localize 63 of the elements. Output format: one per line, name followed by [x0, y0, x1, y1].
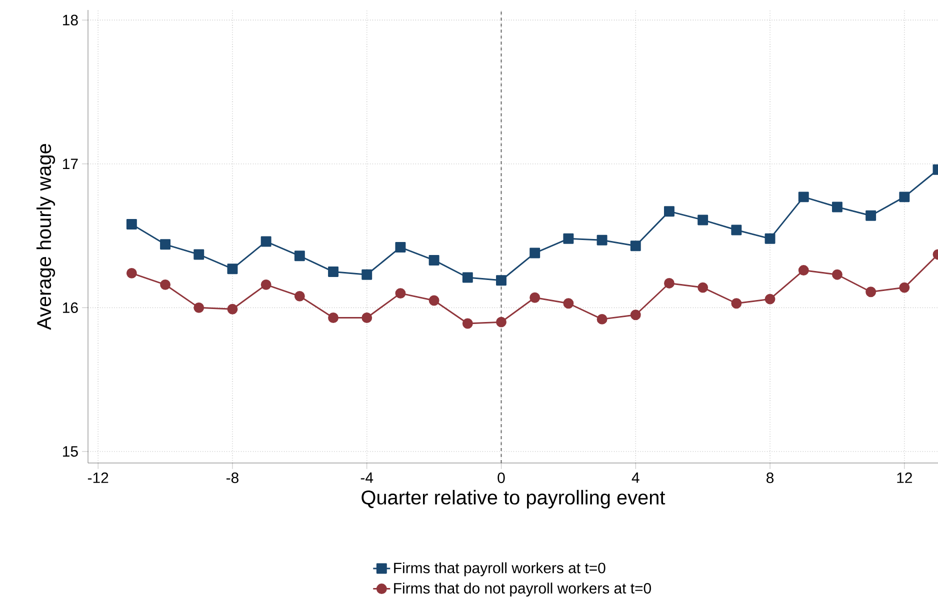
y-tick-label: 15: [63, 446, 78, 457]
x-axis-title: Quarter relative to payrolling event: [362, 490, 666, 508]
x-tick-label: -4: [360, 472, 374, 483]
point: [866, 210, 876, 221]
point: [160, 279, 171, 290]
point: [899, 192, 910, 202]
point: [764, 233, 776, 244]
point: [832, 202, 842, 212]
point: [731, 298, 742, 309]
point: [227, 304, 238, 314]
legend-label: Firms that payroll workers at t=0: [394, 562, 606, 576]
point: [798, 192, 809, 202]
y-axis-title: Average hourly wage: [36, 144, 56, 330]
point: [260, 236, 272, 247]
point: [563, 298, 574, 309]
point: [395, 288, 406, 299]
point: [866, 286, 876, 298]
point: [596, 234, 608, 246]
point: [664, 278, 674, 288]
point: [698, 214, 708, 226]
point: [764, 294, 776, 304]
point: [428, 254, 440, 266]
x-tick-label: 0: [498, 472, 505, 484]
point: [194, 302, 204, 313]
point: [160, 239, 171, 250]
point: [462, 272, 473, 283]
point: [664, 206, 674, 217]
point: [126, 219, 137, 230]
y-tick-label: 17: [63, 158, 78, 170]
point: [530, 292, 540, 303]
point: [294, 290, 305, 302]
y-tick-label: 16: [63, 302, 78, 313]
x-tick-label: 4: [632, 472, 640, 483]
point: [395, 242, 406, 253]
x-tick-label: -12: [88, 472, 108, 483]
point: [328, 312, 338, 323]
point: [596, 314, 608, 324]
point: [194, 249, 204, 260]
point: [899, 282, 910, 293]
x-tick-label: 8: [766, 472, 774, 484]
point: [630, 240, 641, 252]
point: [462, 318, 473, 329]
legend-label: Firms that do not payroll workers at t=0: [394, 582, 651, 597]
point: [731, 224, 742, 236]
point: [260, 279, 272, 290]
x-tick-label: -8: [226, 472, 238, 484]
point: [362, 312, 372, 323]
point: [496, 316, 506, 328]
point: [126, 268, 137, 278]
point: [294, 250, 305, 262]
point: [328, 266, 338, 277]
point: [563, 233, 574, 244]
point: [832, 269, 842, 280]
x-tick-label: 12: [897, 472, 912, 483]
point: [227, 264, 238, 274]
point: [496, 275, 506, 286]
point: [798, 265, 809, 276]
point: [698, 282, 708, 293]
y-tick-label: 18: [63, 14, 78, 26]
point: [428, 295, 440, 306]
point: [530, 248, 540, 258]
point: [362, 269, 372, 280]
point: [630, 310, 641, 320]
